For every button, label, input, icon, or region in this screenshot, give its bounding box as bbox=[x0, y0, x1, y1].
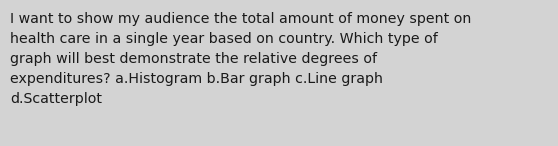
Text: I want to show my audience the total amount of money spent on
health care in a s: I want to show my audience the total amo… bbox=[10, 12, 472, 106]
